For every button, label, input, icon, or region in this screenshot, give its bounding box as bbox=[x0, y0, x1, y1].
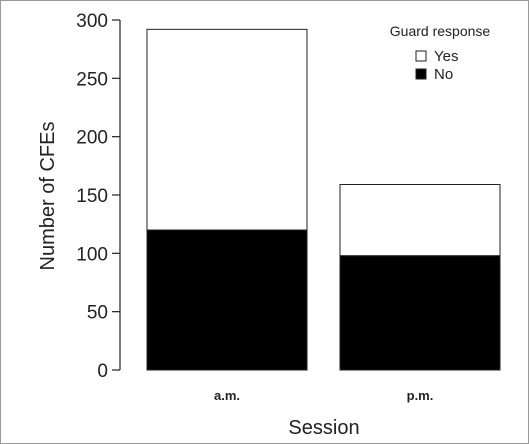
y-tick-label: 0 bbox=[97, 361, 108, 382]
bar-pm-no bbox=[339, 255, 501, 371]
y-tick-label: 150 bbox=[76, 186, 108, 207]
legend-label-yes: Yes bbox=[434, 48, 458, 65]
legend-label-no: No bbox=[434, 66, 453, 83]
bar-am-no bbox=[146, 229, 308, 371]
y-tick-label: 200 bbox=[76, 128, 108, 149]
x-tick-label: p.m. bbox=[407, 388, 434, 403]
legend-swatch-no bbox=[415, 68, 427, 80]
bar-pm-yes bbox=[339, 184, 501, 257]
legend-swatch-yes bbox=[415, 50, 427, 62]
y-tick-label: 250 bbox=[76, 69, 108, 90]
y-axis-title: Number of CFEs bbox=[37, 122, 59, 271]
x-axis-labels: a.m. p.m. bbox=[214, 388, 433, 403]
bar-am-yes bbox=[146, 28, 308, 231]
legend-title: Guard response bbox=[390, 23, 491, 39]
bars bbox=[146, 28, 501, 371]
x-tick-label: a.m. bbox=[214, 388, 240, 403]
y-axis: 0 50 100 150 200 250 300 bbox=[76, 11, 121, 382]
y-tick-label: 100 bbox=[76, 244, 108, 265]
y-tick-label: 50 bbox=[87, 303, 108, 324]
y-tick-label: 300 bbox=[76, 11, 108, 32]
x-axis-title: Session bbox=[288, 417, 359, 439]
